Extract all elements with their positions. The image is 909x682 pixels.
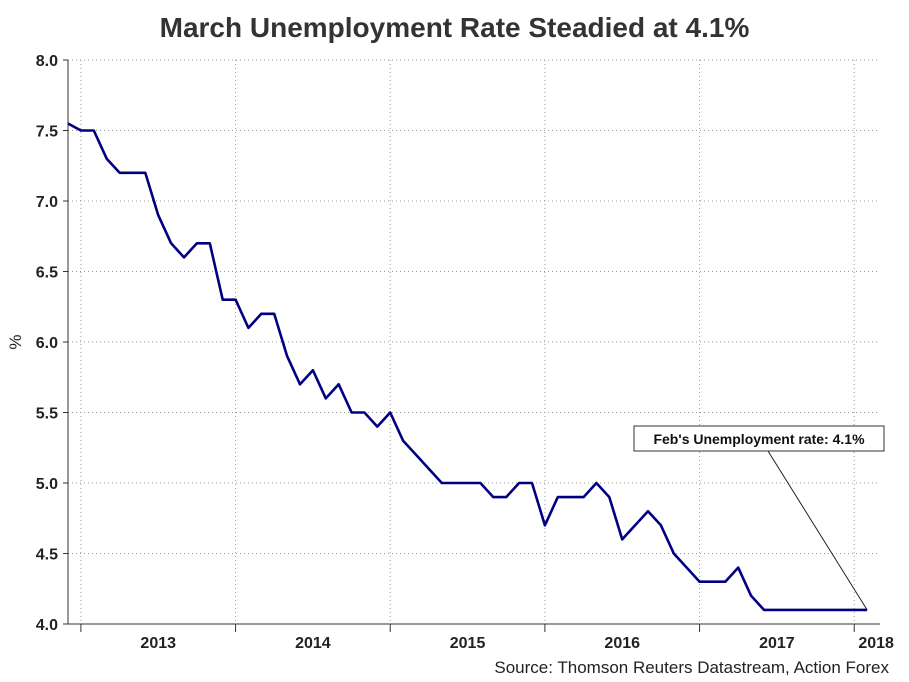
chart-title: March Unemployment Rate Steadied at 4.1% [159, 12, 750, 43]
x-tick-label: 2018 [858, 635, 894, 652]
y-tick-label: 7.5 [36, 124, 58, 141]
y-tick-label: 5.5 [36, 406, 58, 423]
y-tick-label: 4.5 [36, 547, 58, 564]
x-tick-label: 2014 [295, 635, 331, 652]
x-tick-label: 2017 [759, 635, 795, 652]
y-tick-label: 6.5 [36, 265, 58, 282]
x-tick-label: 2015 [450, 635, 486, 652]
y-tick-label: 8.0 [36, 53, 58, 70]
annotation-text: Feb's Unemployment rate: 4.1% [653, 431, 865, 447]
annotation-box [633, 425, 885, 452]
annotation-leader [767, 450, 868, 611]
x-tick-label: 2013 [140, 635, 176, 652]
y-tick-label: 5.0 [36, 476, 58, 493]
y-tick-label: 4.0 [36, 617, 58, 634]
y-axis-label: % [6, 334, 25, 349]
series-line [67, 122, 868, 612]
y-tick-label: 7.0 [36, 194, 58, 211]
y-tick-label: 6.0 [36, 335, 58, 352]
source-note: Source: Thomson Reuters Datastream, Acti… [494, 658, 889, 677]
x-tick-label: 2016 [604, 635, 640, 652]
